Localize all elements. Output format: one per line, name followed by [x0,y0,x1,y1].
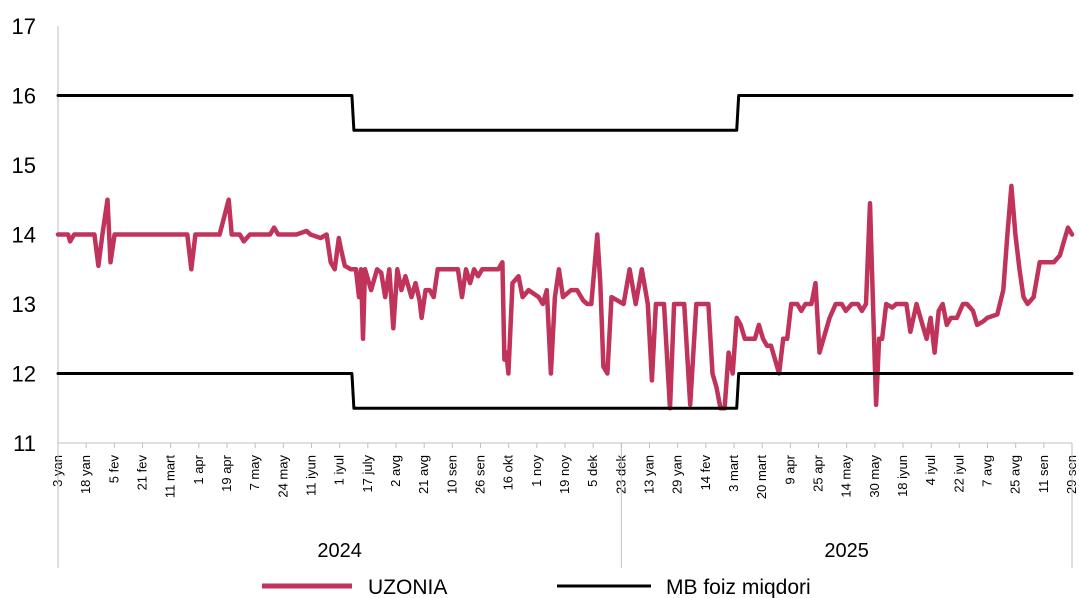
y-tick-label: 15 [12,153,36,178]
y-tick-label: 11 [13,431,36,456]
x-tick-label: 30 may [867,455,882,498]
x-tick-label: 20 mart [754,455,769,499]
legend-label-mb-rate: MB foiz miqdori [666,576,811,598]
x-tick-label: 13 yan [642,455,657,494]
x-tick-label: 29 yan [670,455,685,494]
x-tick-label: 9 apr [782,454,797,484]
x-tick-label: 25 apr [811,454,826,492]
x-tick-label: 14 may [839,455,854,498]
y-tick-label: 17 [12,14,36,39]
series-line-mb-rate [58,96,1072,131]
x-tick-label: 21 avg [416,455,431,494]
x-tick-label: 2 avg [388,455,403,487]
y-tick-label: 12 [12,362,36,387]
series-line-mb-rate [58,374,1072,409]
x-tick-label: 26 sen [473,455,488,494]
x-tick-label: 1 iyul [332,455,347,485]
x-tick-label: 19 noy [557,455,572,495]
legend: UZONIA MB foiz miqdori [262,576,811,598]
x-tick-label: 16 okt [501,455,516,491]
x-tick-label: 18 iyun [895,455,910,497]
x-tick-label: 11 mart [163,455,178,498]
x-tick-label: 1 apr [191,454,206,484]
x-tick-label: 5 fev [106,455,121,484]
legend-label-uzonia: UZONIA [368,576,447,598]
x-tick-label: 14 fev [698,455,713,491]
chart-series [58,96,1072,409]
x-tick-label: 25 avg [1008,455,1023,494]
year-label: 2024 [317,540,362,562]
x-tick-label: 3 mart [726,455,741,492]
x-tick-label: 4 iyul [923,455,938,485]
x-tick-label: 22 iyul [951,455,966,493]
x-tick-label: 7 may [247,455,262,491]
x-tick-label: 10 sen [444,455,459,494]
y-tick-label: 14 [12,223,36,248]
y-tick-label: 13 [12,292,36,317]
x-tick-label: 21 fev [135,455,150,491]
y-tick-label: 16 [12,84,36,109]
x-tick-label: 19 apr [219,454,234,492]
x-tick-label: 7 avg [980,455,995,487]
x-tick-label: 17 july [360,455,375,493]
x-tick-label: 18 yan [78,455,93,494]
x-tick-label: 1 noy [529,455,544,487]
x-tick-label: 11 iyun [304,455,319,496]
x-tick-label: 11 sen [1036,455,1051,493]
x-tick-label: 24 may [275,455,290,498]
year-label: 2025 [824,540,869,562]
y-axis-ticks: 11 12 13 14 15 16 17 [12,14,36,456]
x-tick-label: 5 dek [585,455,600,487]
